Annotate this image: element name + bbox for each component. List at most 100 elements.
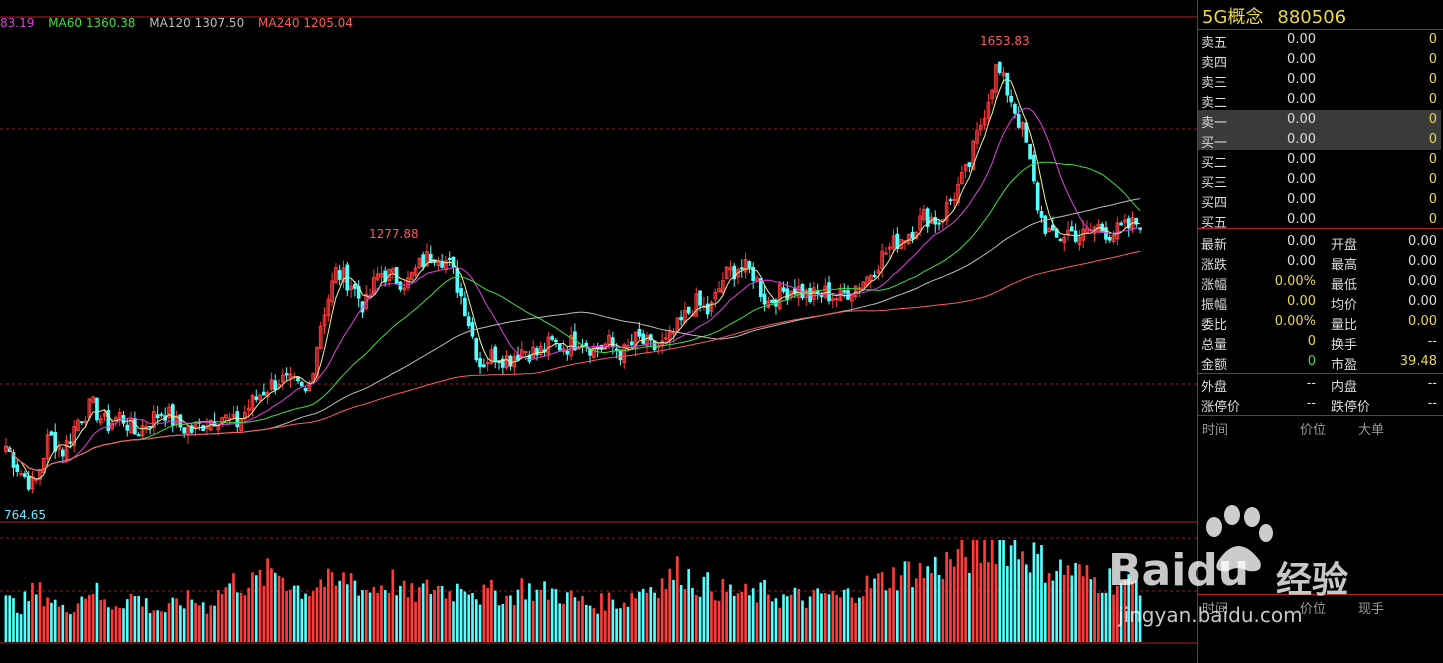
volume-bar <box>691 587 694 642</box>
candle-body <box>258 394 262 401</box>
candle-body <box>978 124 983 131</box>
quote-value: -- <box>1427 396 1437 411</box>
volume-bar <box>129 593 133 642</box>
candle-body <box>1123 219 1127 223</box>
candle-body <box>500 358 505 368</box>
order-book-level: 卖一 <box>1201 116 1228 131</box>
candle-body <box>831 298 835 301</box>
volume-bar <box>76 603 80 642</box>
order-book-row[interactable]: 卖三 0.00 0 <box>1198 70 1441 91</box>
volume-bar <box>603 610 607 642</box>
order-book-row[interactable]: 买五 0.00 0 <box>1198 210 1441 231</box>
volume-bar <box>440 585 444 642</box>
ma60-line <box>5 161 1141 471</box>
candle-body <box>686 306 691 314</box>
volume-bar <box>509 595 512 642</box>
candle-body <box>57 446 61 450</box>
candle-body <box>280 374 285 383</box>
volume-bar <box>19 614 23 642</box>
candle-body <box>629 341 634 346</box>
volume-bar <box>418 587 421 642</box>
candle-body <box>64 440 69 460</box>
order-book-row[interactable]: 买三 0.00 0 <box>1198 170 1441 191</box>
divider <box>1198 415 1443 416</box>
volume-bar <box>941 578 945 642</box>
order-book-price: 0.00 <box>1287 92 1316 107</box>
volume-bar <box>547 599 550 642</box>
kline-chart-area[interactable]: 83.19 MA60 1360.38 MA120 1307.50 MA240 1… <box>0 0 1197 663</box>
volume-bar <box>4 595 8 642</box>
volume-bar <box>903 561 907 642</box>
candle-body <box>72 426 77 447</box>
candle-body <box>1126 218 1131 229</box>
volume-bar <box>1078 564 1081 642</box>
candle-body <box>478 358 482 368</box>
volume-bar <box>793 587 797 642</box>
candle-body <box>303 387 308 392</box>
volume-bar <box>1127 574 1131 642</box>
volume-bar <box>740 591 744 642</box>
volume-bar <box>562 603 565 642</box>
candle-body <box>390 268 395 273</box>
volume-bar <box>774 598 778 642</box>
order-book-row[interactable]: 买一 0.00 0 <box>1198 130 1441 151</box>
candle-body <box>504 355 509 369</box>
volume-bar <box>493 590 497 642</box>
volume-bar <box>1055 570 1058 642</box>
candle-body <box>550 336 554 340</box>
stock-code: 880506 <box>1277 7 1347 28</box>
volume-bar <box>1062 574 1066 642</box>
candle-body <box>406 277 410 289</box>
volume-bar <box>918 563 922 642</box>
quote-label: 跌停价 <box>1331 400 1371 415</box>
mid-high-price-label: 1277.88 <box>369 227 419 241</box>
volume-bar <box>46 597 49 642</box>
volume-bar <box>785 596 789 642</box>
volume-bar <box>922 577 926 642</box>
order-book-row[interactable]: 买二 0.00 0 <box>1198 150 1441 171</box>
high-price-label: 1653.83 <box>980 34 1030 48</box>
volume-bar <box>1021 551 1024 642</box>
volume-bar <box>994 564 998 642</box>
volume-bar <box>626 606 630 642</box>
volume-bar <box>839 597 842 642</box>
candle-body <box>231 414 236 418</box>
volume-bar <box>205 613 209 642</box>
candle-body <box>922 208 926 221</box>
order-book-row[interactable]: 卖一 0.00 0 <box>1198 110 1441 131</box>
volume-bar <box>858 597 861 642</box>
quote-label: 换手 <box>1331 338 1358 353</box>
volume-bar <box>110 609 114 642</box>
volume-bar <box>804 607 808 642</box>
candle-body <box>133 418 137 435</box>
volume-bar <box>1085 565 1089 642</box>
ma240-line <box>5 250 1141 471</box>
candle-body <box>819 295 824 298</box>
volume-bar <box>1059 559 1062 642</box>
candle-body <box>959 171 964 184</box>
candle-body <box>952 198 957 201</box>
candle-body <box>713 292 718 300</box>
candle-body <box>243 411 247 420</box>
kline-chart[interactable] <box>0 0 1197 663</box>
order-book-volume: 0 <box>1428 152 1437 167</box>
volume-bar <box>323 586 326 642</box>
volume-bar <box>429 594 433 642</box>
order-book-row[interactable]: 卖四 0.00 0 <box>1198 50 1441 71</box>
volume-bar <box>706 572 709 642</box>
quote-value: 0.00% <box>1274 314 1316 329</box>
order-book-volume: 0 <box>1428 112 1437 127</box>
volume-bar <box>823 593 827 642</box>
order-book-row[interactable]: 卖五 0.00 0 <box>1198 30 1441 51</box>
volume-bar <box>50 602 53 642</box>
order-book-row[interactable]: 买四 0.00 0 <box>1198 190 1441 211</box>
candle-body <box>125 424 130 431</box>
volume-bar <box>327 568 330 642</box>
candle-body <box>140 425 145 437</box>
volume-bar <box>114 606 118 642</box>
order-book-row[interactable]: 卖二 0.00 0 <box>1198 90 1441 111</box>
candle-body <box>523 351 528 354</box>
volume-bar <box>569 590 573 642</box>
volume-bar <box>152 610 156 642</box>
order-book-volume: 0 <box>1428 32 1437 47</box>
